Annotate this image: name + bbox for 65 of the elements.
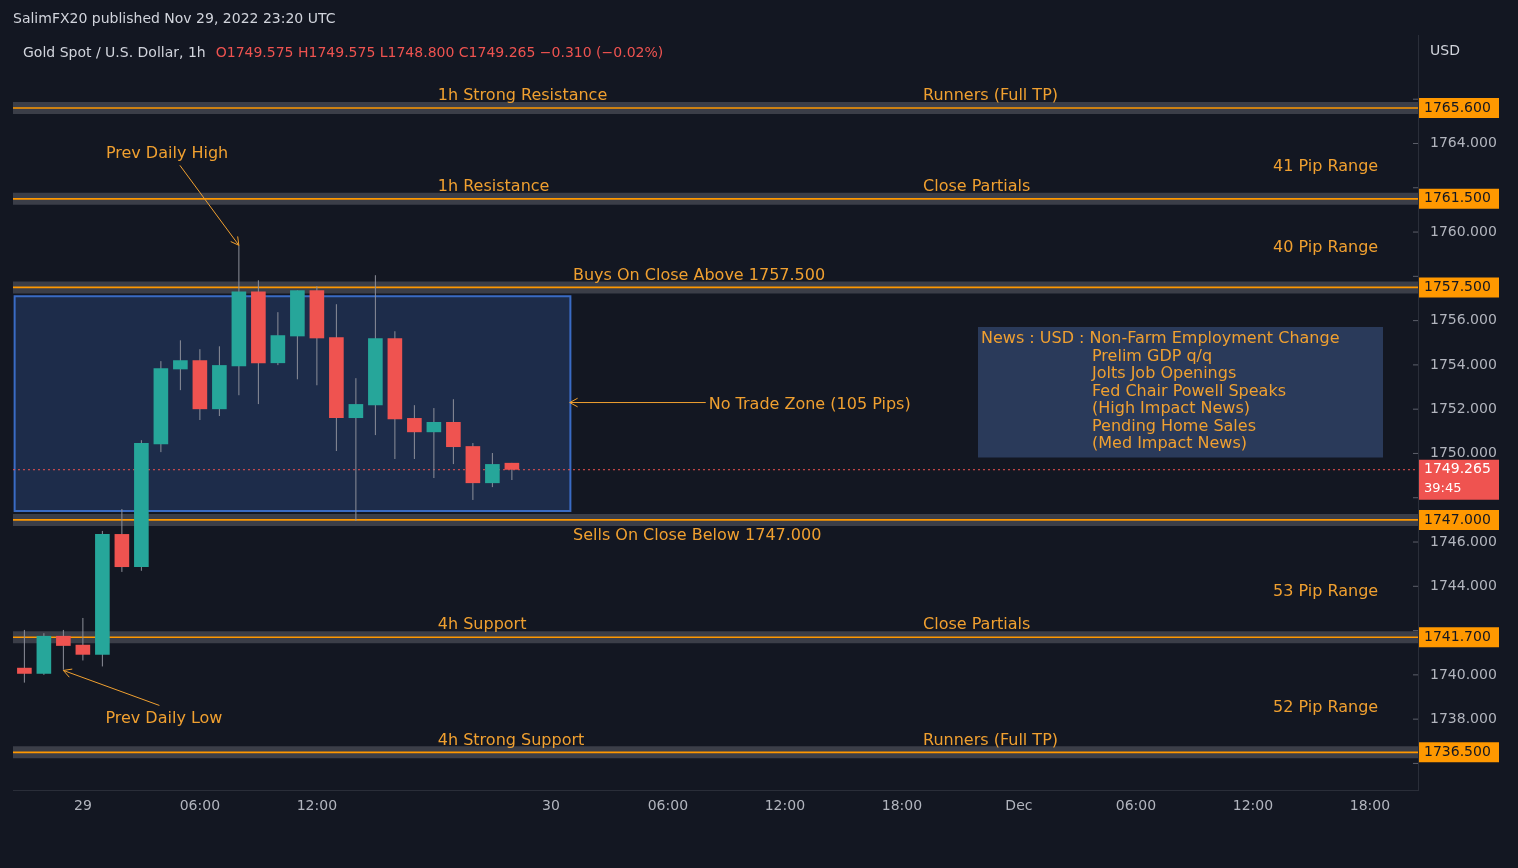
annotation: Runners (Full TP) xyxy=(923,85,1059,105)
annotation: 1h Strong Resistance xyxy=(437,85,608,105)
text: Gold Spot / U.S. Dollar, 1h xyxy=(23,43,206,60)
annotation: No Trade Zone (105 Pips) xyxy=(708,393,911,413)
y-tick-label: 1754.000 xyxy=(1430,355,1497,372)
annotation: 4h Strong Support xyxy=(437,729,585,749)
y-tick-label: 1740.000 xyxy=(1430,665,1497,682)
candlestick xyxy=(426,407,442,479)
annotation: Prev Daily High xyxy=(105,143,229,163)
y-tick-label: 1752.000 xyxy=(1430,399,1497,416)
annotation: Close Partials xyxy=(923,176,1031,195)
annotation: 52 Pip Range xyxy=(1273,696,1379,716)
x-tick-label: 12:00 xyxy=(764,797,806,814)
ref-line-label: 1736.500 xyxy=(1424,743,1491,759)
x-tick-label: 06:00 xyxy=(647,797,689,814)
annotation: Sells On Close Below 1747.000 xyxy=(572,525,822,545)
candlestick xyxy=(17,629,32,684)
y-tick-label: 1738.000 xyxy=(1430,709,1497,726)
text: SalimFX20 published Nov 29, 2022 23:20 UTC xyxy=(13,9,336,26)
ref-line-label: 1749.265 xyxy=(1424,460,1491,477)
text: O1749.575 H1749.575 L1748.800 C1749.265 −0.310 (−0.02%) xyxy=(215,43,664,60)
annotation: Buys On Close Above 1757.500 xyxy=(572,264,826,284)
annotation: (Med Impact News) xyxy=(1092,433,1248,453)
annotation: News : USD : Non-Farm Employment Change xyxy=(981,328,1340,348)
y-tick-label: 1756.000 xyxy=(1430,311,1497,328)
y-tick-label: 1750.000 xyxy=(1430,444,1497,461)
x-tick-label: 12:00 xyxy=(1232,797,1274,814)
ref-line-label: 1747.000 xyxy=(1424,510,1491,527)
annotation: Close Partials xyxy=(923,614,1031,634)
annotation: Runners (Full TP) xyxy=(923,729,1059,749)
annotation: Prev Daily Low xyxy=(105,707,223,727)
candlestick xyxy=(348,377,364,522)
annotation: 4h Support xyxy=(437,614,527,634)
y-axis-title: USD xyxy=(1430,41,1460,58)
candlestick xyxy=(407,404,422,460)
ref-line-label: 1741.700 xyxy=(1424,627,1491,644)
y-tick-label: 1760.000 xyxy=(1430,222,1497,239)
x-tick-label: 18:00 xyxy=(881,797,923,814)
x-tick-label: 06:00 xyxy=(1115,797,1157,814)
ref-line-label: 1757.500 xyxy=(1424,278,1491,295)
annotation: Pending Home Sales xyxy=(1092,415,1256,435)
ref-line-label: 1765.600 xyxy=(1424,98,1491,115)
x-tick-label: 06:00 xyxy=(179,797,221,814)
x-tick-label: 30 xyxy=(541,797,560,814)
x-tick-label: 12:00 xyxy=(296,797,338,814)
x-tick-label: 18:00 xyxy=(1349,797,1391,814)
annotation: 53 Pip Range xyxy=(1273,581,1379,601)
annotation: Prelim GDP q/q xyxy=(1092,345,1213,365)
annotation: 1h Resistance xyxy=(437,176,550,195)
annotation: 41 Pip Range xyxy=(1273,156,1379,175)
annotation: 40 Pip Range xyxy=(1273,236,1379,256)
x-tick-label: 29 xyxy=(73,797,92,814)
annotation: Fed Chair Powell Speaks xyxy=(1092,380,1286,400)
candlestick xyxy=(173,339,188,391)
y-tick-label: 1746.000 xyxy=(1430,532,1497,549)
candlestick xyxy=(56,629,71,671)
annotation: (High Impact News) xyxy=(1092,398,1250,418)
candlestick xyxy=(75,617,91,661)
y-tick-label: 1764.000 xyxy=(1430,134,1497,151)
annotation: Jolts Job Openings xyxy=(1091,363,1237,383)
x-tick-label: Dec xyxy=(1005,797,1033,814)
ref-line-label: 1761.500 xyxy=(1424,189,1491,206)
y-tick-label: 1744.000 xyxy=(1430,576,1497,593)
candlestick xyxy=(485,452,500,488)
text: 39:45 xyxy=(1424,480,1462,496)
